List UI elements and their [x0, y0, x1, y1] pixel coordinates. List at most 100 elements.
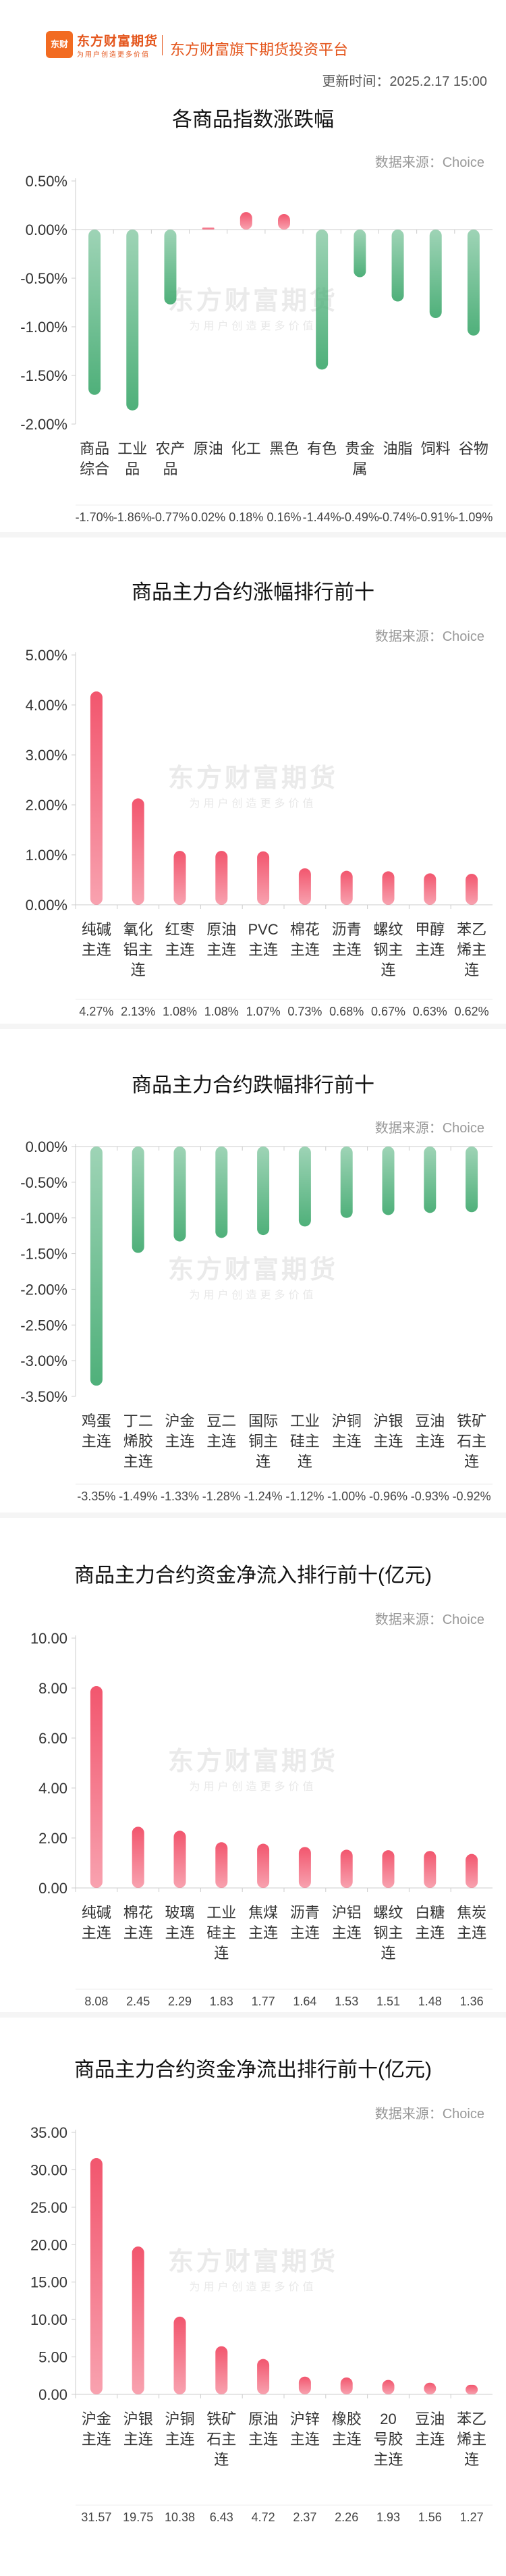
category-label: 主连: [415, 2431, 445, 2448]
category-label: 豆二: [206, 1413, 236, 1429]
category-label: 综合: [80, 461, 109, 477]
platform-name: 东方财富旗下期货投资平台: [170, 41, 349, 58]
category-label: 沥青: [290, 1904, 320, 1921]
bar: [391, 230, 404, 302]
bar: [215, 851, 228, 905]
bar: [466, 874, 478, 905]
value-label: 1.93: [376, 2511, 400, 2524]
y-tick-label: 0.50%: [26, 173, 67, 190]
category-label: 烯主: [457, 2431, 486, 2448]
watermark-slogan: 为用户创造更多价值: [189, 320, 316, 332]
y-tick-label: 10.00: [30, 2311, 67, 2328]
y-tick-label: -2.50%: [20, 1317, 67, 1334]
category-label: 20: [380, 2411, 396, 2427]
category-label: 原油: [206, 921, 236, 938]
category-label: 主连: [165, 1433, 194, 1450]
category-label: 烯胶: [123, 1433, 153, 1450]
bar: [257, 851, 270, 905]
category-label: 连: [464, 2451, 479, 2468]
y-tick-label: -1.50%: [20, 1246, 67, 1263]
category-label: 铝主: [123, 941, 153, 958]
section-divider: [0, 1513, 506, 1518]
category-label: 主连: [248, 1924, 278, 1941]
category-label: 有色: [307, 440, 337, 457]
category-label: 品: [125, 461, 140, 477]
y-tick-label: -1.00%: [20, 1210, 67, 1227]
bar: [90, 1686, 103, 1888]
value-label: -0.92%: [453, 1490, 491, 1503]
category-label: 主连: [332, 941, 362, 958]
bar: [90, 1147, 103, 1386]
category-label: 谷物: [459, 440, 488, 457]
category-label: 连: [131, 962, 146, 978]
category-label: 工业: [117, 440, 147, 457]
bar: [173, 1831, 186, 1888]
chart-title: 商品主力合约跌幅排行前十: [132, 1074, 374, 1097]
value-label: 1.64: [293, 1995, 316, 2008]
category-label: 连: [256, 1453, 271, 1470]
y-tick-label: -2.00%: [20, 416, 67, 433]
value-label: -0.91%: [416, 510, 455, 524]
y-tick-label: 0.00%: [26, 897, 67, 914]
value-label: -1.09%: [454, 510, 493, 524]
category-label: 原油: [194, 440, 223, 457]
category-label: 主连: [457, 1924, 486, 1941]
watermark-slogan: 为用户创造更多价值: [189, 1289, 316, 1301]
y-tick-label: 3.00%: [26, 747, 67, 764]
category-label: 黑色: [269, 440, 299, 457]
category-label: 商品: [80, 440, 109, 457]
bar: [132, 2246, 144, 2394]
section-divider: [0, 532, 506, 537]
value-label: -1.49%: [119, 1490, 157, 1503]
category-label: 苯乙: [457, 921, 486, 938]
category-label: 氧化: [123, 921, 153, 938]
value-label: -1.00%: [327, 1490, 366, 1503]
chart-title: 商品主力合约资金净流出排行前十(亿元): [74, 2059, 432, 2081]
value-label: -1.28%: [202, 1490, 241, 1503]
value-label: 2.45: [126, 1995, 150, 2008]
watermark-slogan: 为用户创造更多价值: [189, 1781, 316, 1793]
category-label: 硅主: [206, 1924, 236, 1941]
bar: [382, 1850, 395, 1888]
value-label: -0.77%: [151, 510, 190, 524]
y-tick-label: 0.00: [38, 1880, 67, 1897]
category-label: 连: [381, 962, 395, 978]
category-label: 沪铜: [332, 1413, 362, 1429]
bar: [257, 1147, 270, 1236]
value-label: 1.07%: [246, 1005, 281, 1018]
category-label: 沥青: [332, 921, 362, 938]
bar: [340, 1849, 353, 1888]
category-label: 主连: [82, 2431, 111, 2448]
update-time: 更新时间：2025.2.17 15:00: [322, 74, 487, 89]
value-label: 1.08%: [163, 1005, 197, 1018]
bar: [257, 2359, 270, 2394]
category-label: 主连: [165, 941, 194, 958]
bar: [298, 1147, 311, 1227]
bar: [215, 2346, 228, 2394]
category-label: 沪金: [82, 2411, 111, 2427]
bar: [382, 871, 395, 905]
value-label: 31.57: [81, 2511, 111, 2524]
category-label: 丁二: [123, 1413, 153, 1429]
category-label: 原油: [248, 2411, 278, 2427]
y-tick-label: 30.00: [30, 2161, 67, 2178]
bar: [132, 798, 144, 905]
value-label: 2.26: [335, 2511, 358, 2524]
category-label: 主连: [165, 1924, 194, 1941]
category-label: 苯乙: [457, 2411, 486, 2427]
category-label: 甲醇: [415, 921, 445, 938]
bar: [173, 2316, 186, 2394]
category-label: 主连: [123, 2431, 153, 2448]
value-label: 1.77: [252, 1995, 275, 2008]
bar: [424, 1147, 437, 1213]
y-tick-label: 2.00: [38, 1830, 67, 1847]
category-label: 主连: [373, 2451, 403, 2468]
y-tick-label: 25.00: [30, 2199, 67, 2216]
value-label: -1.24%: [244, 1490, 283, 1503]
chart-source: 数据来源：Choice: [374, 629, 484, 644]
bar: [88, 230, 101, 395]
category-label: 沪金: [165, 1413, 194, 1429]
value-label: -1.12%: [285, 1490, 324, 1503]
